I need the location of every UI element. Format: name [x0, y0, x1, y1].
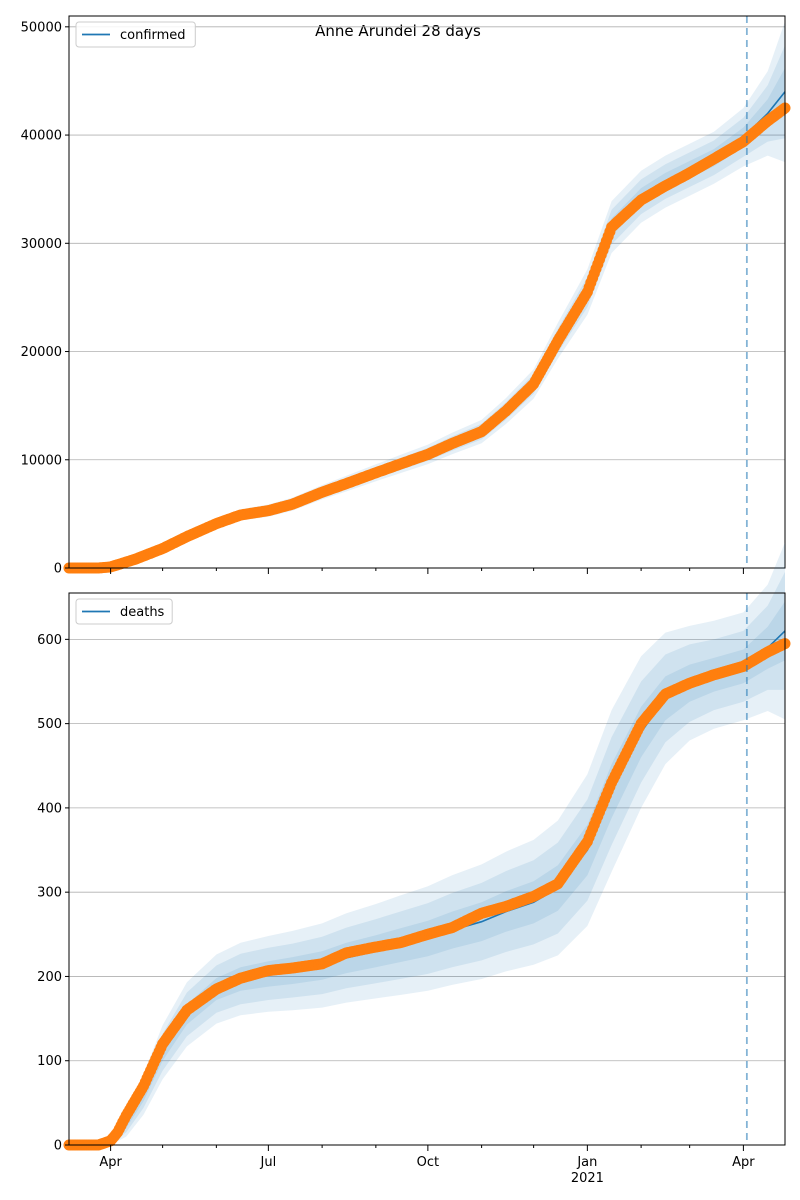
- y-tick-label: 600: [37, 633, 62, 648]
- y-tick-label: 50000: [21, 20, 62, 35]
- confidence-band: [69, 571, 785, 1145]
- legend-label: confirmed: [120, 28, 186, 43]
- y-tick-label: 10000: [21, 453, 62, 468]
- y-tick-label: 400: [37, 801, 62, 816]
- legend: deaths: [75, 598, 173, 625]
- y-tick-label: 100: [37, 1054, 62, 1069]
- y-tick-label: 300: [37, 886, 62, 901]
- x-year-label: 2021: [571, 1171, 604, 1186]
- y-tick-label: 0: [54, 562, 62, 577]
- axes-frame: [68, 15, 786, 569]
- x-tick-label: Oct: [417, 1155, 439, 1170]
- x-tick-label: Jan: [576, 1155, 597, 1170]
- axes-frame: [68, 592, 786, 1146]
- figure-title: Anne Arundel 28 days: [315, 22, 481, 40]
- legend: confirmed: [75, 21, 196, 48]
- y-tick-label: 30000: [21, 237, 62, 252]
- confidence-band: [69, 542, 785, 1145]
- y-tick-label: 20000: [21, 345, 62, 360]
- y-tick-label: 500: [37, 717, 62, 732]
- x-tick-label: Apr: [732, 1155, 755, 1170]
- legend-box: [75, 21, 196, 48]
- legend-label: deaths: [120, 605, 165, 620]
- x-tick-label: Jul: [260, 1155, 277, 1170]
- confirmed-panel: 0 10000 20000 30000 40000 50000 confirmed: [21, 15, 791, 577]
- y-tick-label: 0: [54, 1139, 62, 1154]
- legend-box: [75, 598, 173, 625]
- y-tick-label: 40000: [21, 129, 62, 144]
- x-tick-label: Apr: [99, 1155, 122, 1170]
- deaths-panel: 0 100 200 300 400 500 600 Apr Jul Oct Jan Apr 2021 de…: [37, 542, 791, 1186]
- y-tick-label: 200: [37, 970, 62, 985]
